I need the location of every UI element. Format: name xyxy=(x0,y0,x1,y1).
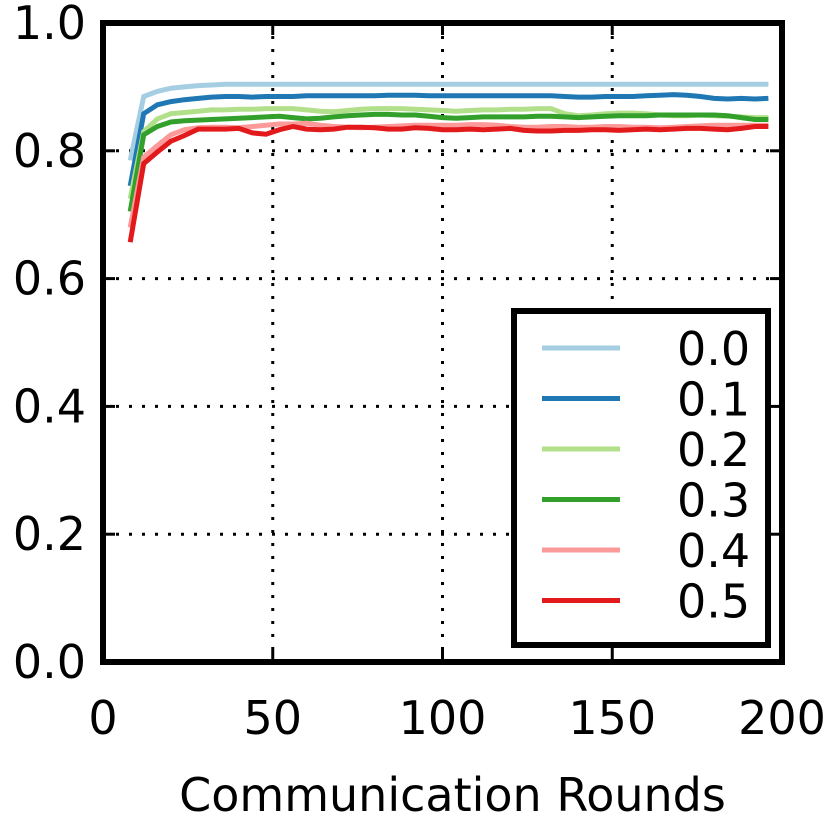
x-axis: 0 50 100 150 200 xyxy=(88,23,826,745)
series-line-0-4 xyxy=(127,120,769,228)
legend-label: 0.5 xyxy=(677,575,750,629)
series-line-0-1 xyxy=(127,92,769,187)
legend: 0.00.10.20.30.40.5 xyxy=(511,308,771,648)
x-tick-label: 0 xyxy=(88,691,117,745)
y-tick-label: 0.2 xyxy=(13,507,86,561)
legend-label: 0.4 xyxy=(677,524,750,578)
y-tick-label: 0.8 xyxy=(13,124,86,178)
y-tick-label: 0.0 xyxy=(13,635,86,689)
x-tick-label: 150 xyxy=(568,691,656,745)
legend-label: 0.2 xyxy=(677,423,750,477)
series-lines xyxy=(127,81,769,243)
y-tick-label: 1.0 xyxy=(13,0,86,50)
series-line-0-2 xyxy=(127,106,769,200)
x-axis-title: Communication Rounds xyxy=(179,768,726,822)
legend-label: 0.3 xyxy=(677,474,750,528)
series-line-0-5 xyxy=(127,123,769,243)
x-tick-label: 100 xyxy=(399,691,487,745)
x-tick-label: 200 xyxy=(738,691,826,745)
y-tick-label: 0.4 xyxy=(13,379,86,433)
series-line-0-0 xyxy=(127,81,769,161)
legend-label: 0.1 xyxy=(677,373,750,427)
legend-label: 0.0 xyxy=(677,322,750,376)
y-axis: 0.0 0.2 0.4 0.6 0.8 1.0 xyxy=(13,0,782,689)
y-tick-label: 0.6 xyxy=(13,252,86,306)
x-tick-label: 50 xyxy=(243,691,302,745)
series-line-0-3 xyxy=(127,111,769,212)
legend-box xyxy=(511,308,771,648)
